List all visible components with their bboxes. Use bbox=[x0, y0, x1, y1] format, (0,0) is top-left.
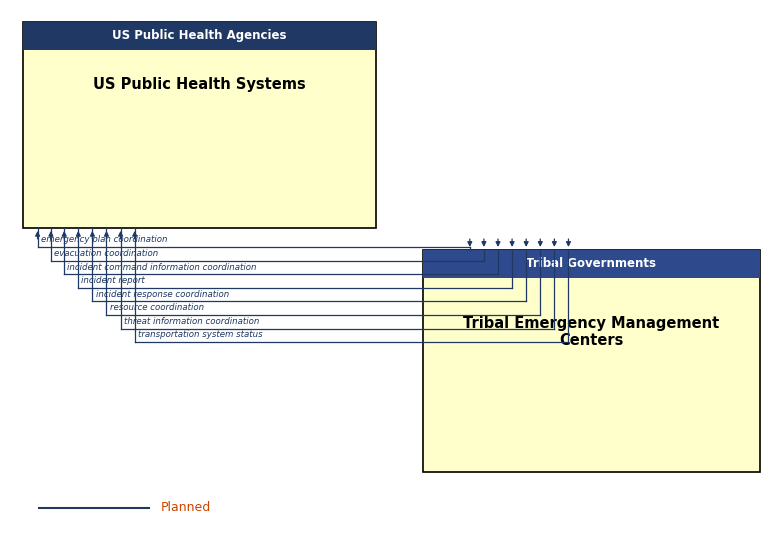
Text: incident response coordination: incident response coordination bbox=[96, 289, 229, 299]
Text: US Public Health Agencies: US Public Health Agencies bbox=[113, 29, 287, 42]
Text: evacuation coordination: evacuation coordination bbox=[54, 249, 158, 258]
Text: resource coordination: resource coordination bbox=[110, 303, 204, 312]
Text: transportation system status: transportation system status bbox=[138, 330, 262, 339]
Text: Planned: Planned bbox=[161, 501, 211, 514]
Text: incident command information coordination: incident command information coordinatio… bbox=[67, 262, 257, 272]
FancyBboxPatch shape bbox=[423, 250, 760, 472]
FancyBboxPatch shape bbox=[23, 22, 376, 228]
Text: Tribal Emergency Management
Centers: Tribal Emergency Management Centers bbox=[463, 316, 720, 349]
Text: emergency plan coordination: emergency plan coordination bbox=[41, 235, 168, 244]
Text: Tribal Governments: Tribal Governments bbox=[526, 257, 656, 270]
FancyBboxPatch shape bbox=[23, 22, 376, 50]
Text: incident report: incident report bbox=[81, 276, 145, 285]
Text: US Public Health Systems: US Public Health Systems bbox=[93, 77, 306, 92]
FancyBboxPatch shape bbox=[423, 250, 760, 278]
Text: threat information coordination: threat information coordination bbox=[124, 317, 259, 326]
